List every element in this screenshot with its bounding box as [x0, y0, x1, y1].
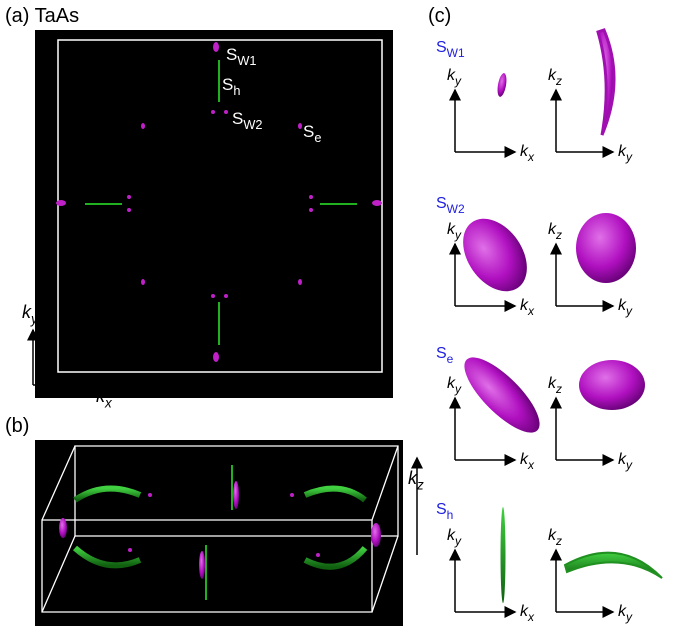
axis-label-subscript: x [527, 458, 535, 472]
pocket-title-symbol: S [436, 501, 447, 518]
pocket-label: SW2 [232, 109, 262, 132]
axis-label-symbol: k [548, 221, 557, 238]
pocket-label-subscript: h [233, 83, 240, 98]
pocket-label-symbol: S [226, 45, 237, 64]
pocket-title: Sh [436, 501, 453, 522]
axis-label-symbol: k [548, 375, 557, 392]
axis-label-symbol: k [96, 386, 106, 406]
pocket-label-subscript: W1 [237, 53, 256, 68]
axis-label: kz [548, 527, 562, 548]
pocket-title-subscript: W2 [447, 202, 465, 216]
axis-label-subscript: y [454, 382, 462, 396]
axis-label-subscript: z [555, 534, 562, 548]
axis-label: ky [447, 375, 462, 396]
pocket-label-symbol: S [232, 109, 243, 128]
pocket-label-symbol: S [222, 75, 233, 94]
panel-label: (c) [428, 5, 451, 27]
axis-label: kz [548, 375, 562, 396]
axis-label: ky [618, 143, 633, 164]
pocket-title-subscript: h [447, 508, 454, 522]
axis-label: ky [618, 451, 633, 472]
axis-label-subscript: x [527, 304, 535, 318]
axis-label-symbol: k [520, 603, 529, 620]
brillouin-zone [57, 39, 383, 373]
axis-label-symbol: k [548, 67, 557, 84]
axis-label: ky [447, 527, 462, 548]
pockets-c [463, 28, 663, 603]
panel-label: (a) TaAs [5, 5, 79, 27]
axis-label: ky [447, 67, 462, 88]
pocket-title: SW2 [436, 195, 465, 216]
axis-label: ky [447, 221, 462, 242]
pocket-label: Se [303, 122, 321, 145]
axis-label-subscript: z [555, 382, 562, 396]
axis-label-symbol: k [618, 603, 627, 620]
pocket-label-subscript: W2 [243, 117, 262, 132]
axis-label: kx [520, 603, 535, 624]
axis-label-subscript: y [625, 458, 633, 472]
panel-label: (b) [5, 415, 29, 437]
axis-label-symbol: k [618, 297, 627, 314]
axis-label-subscript: y [454, 228, 462, 242]
axis-label-subscript: y [454, 74, 462, 88]
axis-label: ky [618, 603, 633, 624]
axis-label: kx [96, 386, 113, 410]
zone-box [41, 445, 399, 613]
axis-label-symbol: k [447, 375, 456, 392]
axis-label-subscript: y [30, 311, 39, 326]
axis-label-subscript: x [104, 395, 113, 410]
axis-label-subscript: x [527, 610, 535, 624]
axis-label-symbol: k [408, 468, 418, 488]
axis-label: ky [22, 302, 39, 326]
axis-label-subscript: y [625, 610, 633, 624]
axis-label-symbol: k [447, 67, 456, 84]
pocket-label: SW1 [226, 45, 256, 68]
axis-label-symbol: k [548, 527, 557, 544]
axis-label: kx [520, 451, 535, 472]
axis-label-symbol: k [447, 527, 456, 544]
axis-label-subscript: z [555, 228, 562, 242]
pockets-b [59, 465, 381, 600]
pocket-title-symbol: S [436, 195, 447, 212]
axis-label-symbol: k [447, 221, 456, 238]
axis-label-symbol: k [22, 302, 32, 322]
pocket-title-subscript: W1 [447, 46, 465, 60]
axis-label-subscript: z [416, 477, 424, 492]
axis-label: ky [618, 297, 633, 318]
axis-label: kz [408, 468, 424, 492]
axis-label-symbol: k [618, 143, 627, 160]
pockets-a [56, 42, 382, 362]
pocket-label-subscript: e [314, 130, 321, 145]
pocket-label: Sh [222, 75, 240, 98]
axis-label-subscript: y [625, 304, 633, 318]
pocket-title: SW1 [436, 39, 465, 60]
axis-label-subscript: x [527, 150, 535, 164]
panel-b-background [35, 440, 403, 626]
axis-label-symbol: k [520, 451, 529, 468]
axis-label-subscript: y [454, 534, 462, 548]
pocket-title-symbol: S [436, 39, 447, 56]
axis-label-subscript: y [625, 150, 633, 164]
axis-label: kz [548, 67, 562, 88]
axis-label-subscript: z [555, 74, 562, 88]
pocket-label-symbol: S [303, 122, 314, 141]
axis-label: kz [548, 221, 562, 242]
axis-label-symbol: k [520, 143, 529, 160]
axis-label: kx [520, 143, 535, 164]
axis-label-symbol: k [520, 297, 529, 314]
pocket-title-subscript: e [447, 352, 454, 366]
pocket-title-symbol: S [436, 345, 447, 362]
axis-label: kx [520, 297, 535, 318]
pocket-title: Se [436, 345, 454, 366]
panel-a-background [35, 30, 393, 398]
axis-label-symbol: k [618, 451, 627, 468]
